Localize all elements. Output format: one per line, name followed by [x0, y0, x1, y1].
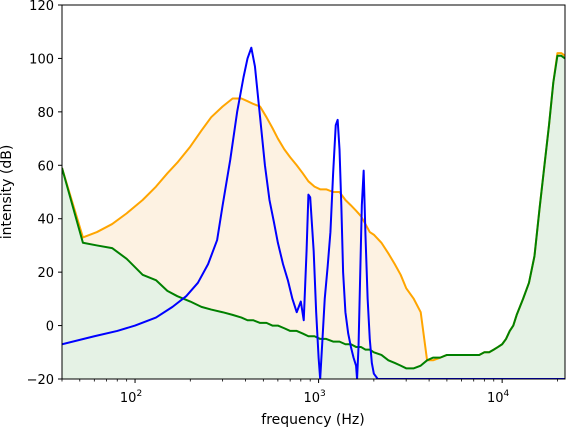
y-tick-label: 40 — [37, 213, 54, 228]
x-tick-label: 102 — [120, 389, 142, 406]
y-axis-label: intensity (dB) — [0, 145, 15, 240]
axes-frame — [61, 4, 566, 380]
y-tick-label: 0 — [46, 320, 54, 335]
plot-area — [62, 46, 565, 379]
series-fill-orange — [62, 53, 565, 379]
y-tick-label: 120 — [29, 0, 54, 14]
y-tick-label: −20 — [27, 373, 54, 388]
x-axis-label: frequency (Hz) — [261, 412, 364, 428]
series-group — [62, 46, 565, 379]
series-fill-green — [62, 55, 565, 379]
axes: −20 0 20 40 60 80 100 120 102 103 104 — [27, 0, 566, 406]
series-line-blue — [62, 46, 565, 379]
y-tick-label: 80 — [37, 106, 54, 121]
y-tick-label: 60 — [37, 159, 54, 174]
y-tick-label: 100 — [29, 52, 54, 67]
x-tick-label: 103 — [303, 389, 325, 406]
x-tick-label: 104 — [487, 389, 510, 406]
y-tick-label: 20 — [37, 266, 54, 281]
